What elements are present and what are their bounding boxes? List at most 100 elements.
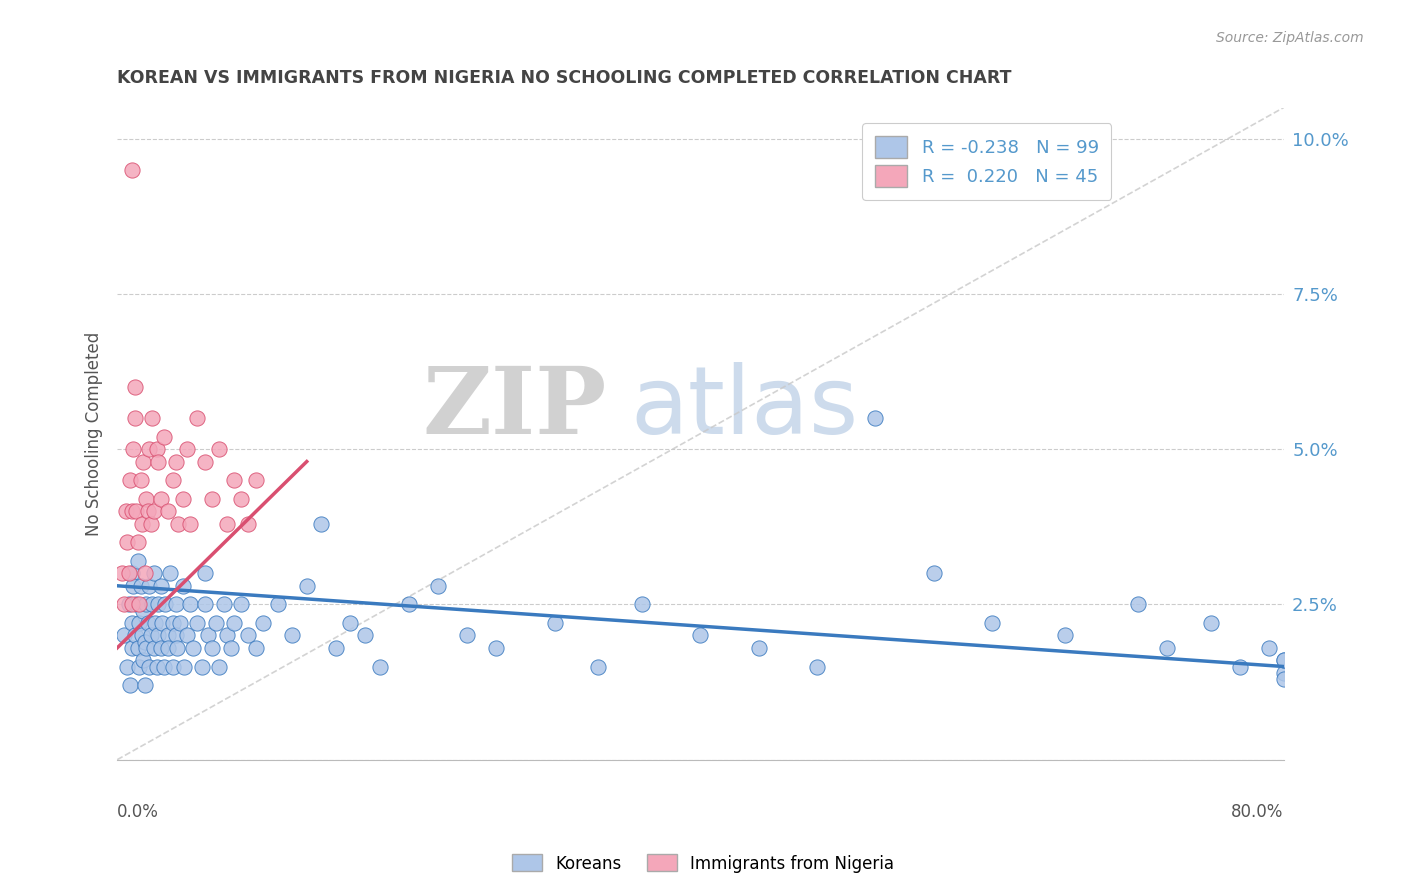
Point — [155, 598, 177, 612]
Y-axis label: No Schooling Completed: No Schooling Completed — [86, 332, 103, 536]
Point — [131, 628, 153, 642]
Point — [201, 491, 224, 506]
Point — [132, 454, 155, 468]
Point — [136, 504, 159, 518]
Point — [132, 653, 155, 667]
Point — [157, 628, 180, 642]
Point — [153, 430, 176, 444]
Point — [125, 598, 148, 612]
Point — [167, 516, 190, 531]
Point — [136, 615, 159, 630]
Point — [118, 566, 141, 581]
Point — [1053, 628, 1076, 642]
Text: atlas: atlas — [630, 361, 859, 453]
Point — [222, 473, 245, 487]
Point — [865, 411, 887, 425]
Point — [201, 640, 224, 655]
Point — [121, 566, 143, 581]
Point — [1272, 672, 1295, 686]
Point — [1258, 640, 1281, 655]
Point — [134, 678, 156, 692]
Point — [176, 628, 198, 642]
Point — [1272, 653, 1295, 667]
Point — [1272, 665, 1295, 680]
Point — [806, 659, 828, 673]
Legend: R = -0.238   N = 99, R =  0.220   N = 45: R = -0.238 N = 99, R = 0.220 N = 45 — [862, 123, 1111, 200]
Point — [194, 454, 217, 468]
Point — [138, 579, 160, 593]
Point — [1156, 640, 1178, 655]
Point — [191, 659, 214, 673]
Point — [1229, 659, 1251, 673]
Point — [325, 640, 347, 655]
Text: 0.0%: 0.0% — [117, 803, 159, 822]
Point — [117, 659, 139, 673]
Point — [120, 473, 142, 487]
Point — [134, 566, 156, 581]
Point — [115, 504, 138, 518]
Point — [120, 678, 142, 692]
Text: 80.0%: 80.0% — [1232, 803, 1284, 822]
Point — [922, 566, 945, 581]
Point — [141, 411, 163, 425]
Point — [981, 615, 1004, 630]
Point — [179, 516, 201, 531]
Point — [173, 659, 195, 673]
Point — [208, 442, 231, 457]
Point — [311, 516, 333, 531]
Point — [194, 566, 217, 581]
Point — [231, 491, 253, 506]
Point — [129, 473, 152, 487]
Point — [169, 615, 191, 630]
Point — [142, 640, 165, 655]
Point — [121, 598, 143, 612]
Point — [145, 442, 167, 457]
Point — [219, 640, 242, 655]
Point — [122, 442, 145, 457]
Point — [149, 491, 172, 506]
Point — [124, 411, 146, 425]
Point — [128, 598, 150, 612]
Point — [143, 615, 166, 630]
Point — [134, 634, 156, 648]
Point — [141, 598, 163, 612]
Point — [162, 615, 184, 630]
Point — [212, 598, 235, 612]
Point — [485, 640, 508, 655]
Point — [114, 628, 136, 642]
Point — [121, 162, 143, 177]
Point — [252, 615, 274, 630]
Point — [118, 598, 141, 612]
Point — [186, 411, 208, 425]
Point — [139, 516, 162, 531]
Point — [129, 579, 152, 593]
Point — [146, 628, 169, 642]
Point — [145, 659, 167, 673]
Point — [165, 628, 187, 642]
Point — [135, 491, 157, 506]
Point — [142, 566, 165, 581]
Point — [281, 628, 304, 642]
Point — [135, 640, 157, 655]
Point — [157, 504, 180, 518]
Point — [127, 535, 149, 549]
Point — [588, 659, 610, 673]
Point — [135, 598, 157, 612]
Point — [398, 598, 420, 612]
Point — [215, 628, 238, 642]
Point — [339, 615, 361, 630]
Point — [127, 554, 149, 568]
Point — [368, 659, 391, 673]
Point — [181, 640, 204, 655]
Point — [238, 628, 260, 642]
Point — [146, 598, 169, 612]
Text: ZIP: ZIP — [423, 362, 607, 452]
Point — [543, 615, 565, 630]
Point — [110, 566, 132, 581]
Point — [150, 615, 173, 630]
Point — [631, 598, 654, 612]
Point — [121, 615, 143, 630]
Point — [121, 504, 143, 518]
Point — [215, 516, 238, 531]
Point — [139, 628, 162, 642]
